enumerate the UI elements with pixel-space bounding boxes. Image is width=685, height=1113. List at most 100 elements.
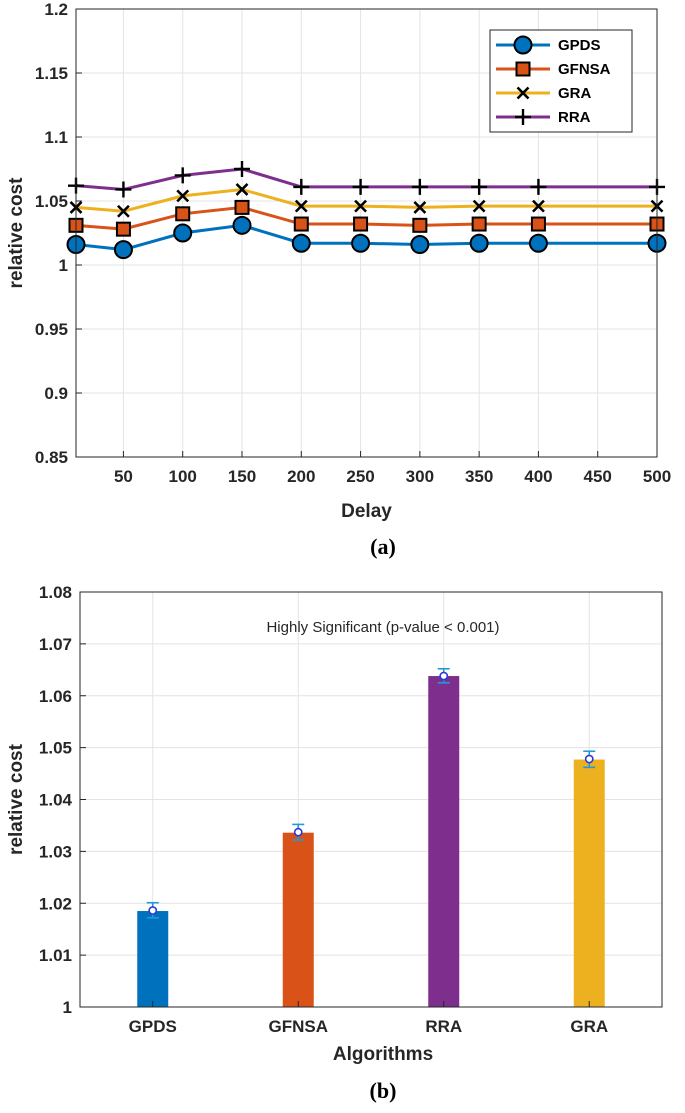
mean-marker xyxy=(293,827,303,837)
gfnsa-point xyxy=(515,61,531,77)
chart-a-y-tick-label: 1.15 xyxy=(35,64,68,83)
gpds-point xyxy=(232,215,252,235)
chart-b-y-tick-label: 1.02 xyxy=(39,894,72,913)
gpds-point xyxy=(469,233,489,253)
chart-b-bars xyxy=(137,676,605,1007)
series-gra xyxy=(69,183,664,218)
chart-b-y-tick-label: 1 xyxy=(63,998,72,1017)
chart-a-x-axis-label: Delay xyxy=(341,501,392,522)
legend-label-gra: GRA xyxy=(558,85,592,102)
legend-item-gpds: GPDS xyxy=(496,35,601,55)
chart-b-error-bars xyxy=(146,667,596,919)
rra-point xyxy=(293,178,310,195)
legend-item-rra: RRA xyxy=(496,109,591,126)
rra-point xyxy=(530,178,547,195)
chart-b-y-ticks: 1 1.01 1.02 1.03 1.04 1.05 1.06 1.07 1.08 xyxy=(39,583,86,1017)
chart-b-x-tick-label-gpds: GPDS xyxy=(129,1017,177,1036)
series-gfnsa-line xyxy=(75,205,657,231)
chart-b-caption: (b) xyxy=(370,1078,397,1103)
chart-a-legend: GPDS GFNSA GRA RRA xyxy=(489,29,633,133)
chart-a-y-axis-label: relative cost xyxy=(6,177,27,289)
rra-point xyxy=(234,161,250,177)
chart-a-y-tick-label: 1.1 xyxy=(44,128,68,147)
chart-b-y-tick-label: 1.07 xyxy=(39,635,72,654)
chart-a-x-tick-label: 150 xyxy=(228,467,256,486)
chart-a-series-group xyxy=(66,161,667,260)
chart-b-y-tick-label: 1.08 xyxy=(39,583,72,602)
gra-point xyxy=(413,200,427,214)
error-bar-rra xyxy=(437,667,450,684)
gra-point xyxy=(235,183,249,196)
chart-b-y-tick-label: 1.04 xyxy=(39,791,73,810)
chart-b-bar-plot: 1 1.01 1.02 1.03 1.04 1.05 1.06 1.07 1.08 GPDS GF… xyxy=(6,583,663,1103)
series-gra-line xyxy=(75,187,657,213)
gfnsa-point xyxy=(530,216,546,232)
gpds-point xyxy=(113,240,133,260)
series-rra-line xyxy=(75,167,657,191)
rra-point xyxy=(411,178,428,195)
chart-a-y-tick-label: 0.85 xyxy=(35,448,68,467)
chart-b-x-axis-label: Algorithms xyxy=(333,1044,433,1065)
chart-a-y-tick-label: 0.95 xyxy=(35,320,68,339)
gfnsa-point xyxy=(115,221,131,237)
gra-point xyxy=(516,86,530,100)
chart-b-x-ticks: GPDS GFNSA RRA GRA xyxy=(129,1001,608,1036)
rra-point xyxy=(515,109,531,125)
mean-marker xyxy=(584,754,594,764)
chart-a-y-tick-label: 1.2 xyxy=(44,0,68,19)
chart-a-x-ticks: 50 100 150 200 250 300 350 400 450 500 xyxy=(114,451,671,486)
legend-label-rra: RRA xyxy=(558,109,591,126)
series-gpds xyxy=(66,215,667,260)
chart-b-y-tick-label: 1.05 xyxy=(39,739,72,758)
chart-b-y-axis-label: relative cost xyxy=(6,743,27,855)
bar-gpds xyxy=(137,911,169,1007)
chart-a-x-tick-label: 450 xyxy=(584,467,612,486)
gra-point xyxy=(532,199,545,213)
gra-point xyxy=(294,199,308,213)
mean-marker xyxy=(148,906,158,915)
series-rra xyxy=(68,161,665,198)
gra-point xyxy=(354,199,367,213)
gfnsa-point xyxy=(293,216,309,232)
series-gfnsa xyxy=(68,199,665,237)
gpds-point xyxy=(410,235,430,255)
chart-a-x-tick-label: 50 xyxy=(114,467,133,486)
chart-a-x-tick-label: 400 xyxy=(524,467,552,486)
chart-a-y-tick-label: 1.05 xyxy=(35,192,68,211)
gpds-point xyxy=(173,223,193,243)
chart-a-x-tick-label: 300 xyxy=(406,467,434,486)
chart-b-significance-annotation: Highly Significant (p-value < 0.001) xyxy=(266,619,499,636)
bar-gra xyxy=(573,759,605,1007)
gra-point xyxy=(176,189,190,203)
chart-a-x-tick-label: 100 xyxy=(169,467,197,486)
error-bar-gra xyxy=(583,750,596,769)
legend-label-gfnsa: GFNSA xyxy=(558,61,611,78)
error-bar-gpds xyxy=(146,901,159,919)
rra-point xyxy=(174,167,191,184)
bar-gfnsa xyxy=(282,832,314,1007)
gpds-point xyxy=(291,233,311,253)
gpds-point xyxy=(528,233,548,253)
bar-rra xyxy=(428,676,460,1007)
chart-b-y-tick-label: 1.03 xyxy=(39,842,72,861)
series-gpds-line xyxy=(75,223,657,252)
gfnsa-point xyxy=(353,216,369,232)
gra-point xyxy=(472,199,486,213)
chart-a-legend-box xyxy=(489,29,633,133)
gra-point xyxy=(117,204,130,218)
chart-a-x-tick-label: 350 xyxy=(465,467,493,486)
chart-a-x-tick-label: 200 xyxy=(287,467,315,486)
gpds-point xyxy=(351,233,371,253)
rra-point xyxy=(352,178,369,195)
gfnsa-point xyxy=(471,216,487,232)
gfnsa-point xyxy=(234,199,250,215)
chart-a-y-tick-label: 1 xyxy=(59,256,68,275)
error-bar-gfnsa xyxy=(292,823,305,841)
chart-a-plot-frame xyxy=(75,8,658,458)
rra-point xyxy=(471,178,488,195)
legend-item-gfnsa: GFNSA xyxy=(496,61,611,78)
legend-item-gra: GRA xyxy=(496,85,592,102)
chart-b-y-tick-label: 1.01 xyxy=(39,946,72,965)
mean-marker xyxy=(439,671,449,681)
